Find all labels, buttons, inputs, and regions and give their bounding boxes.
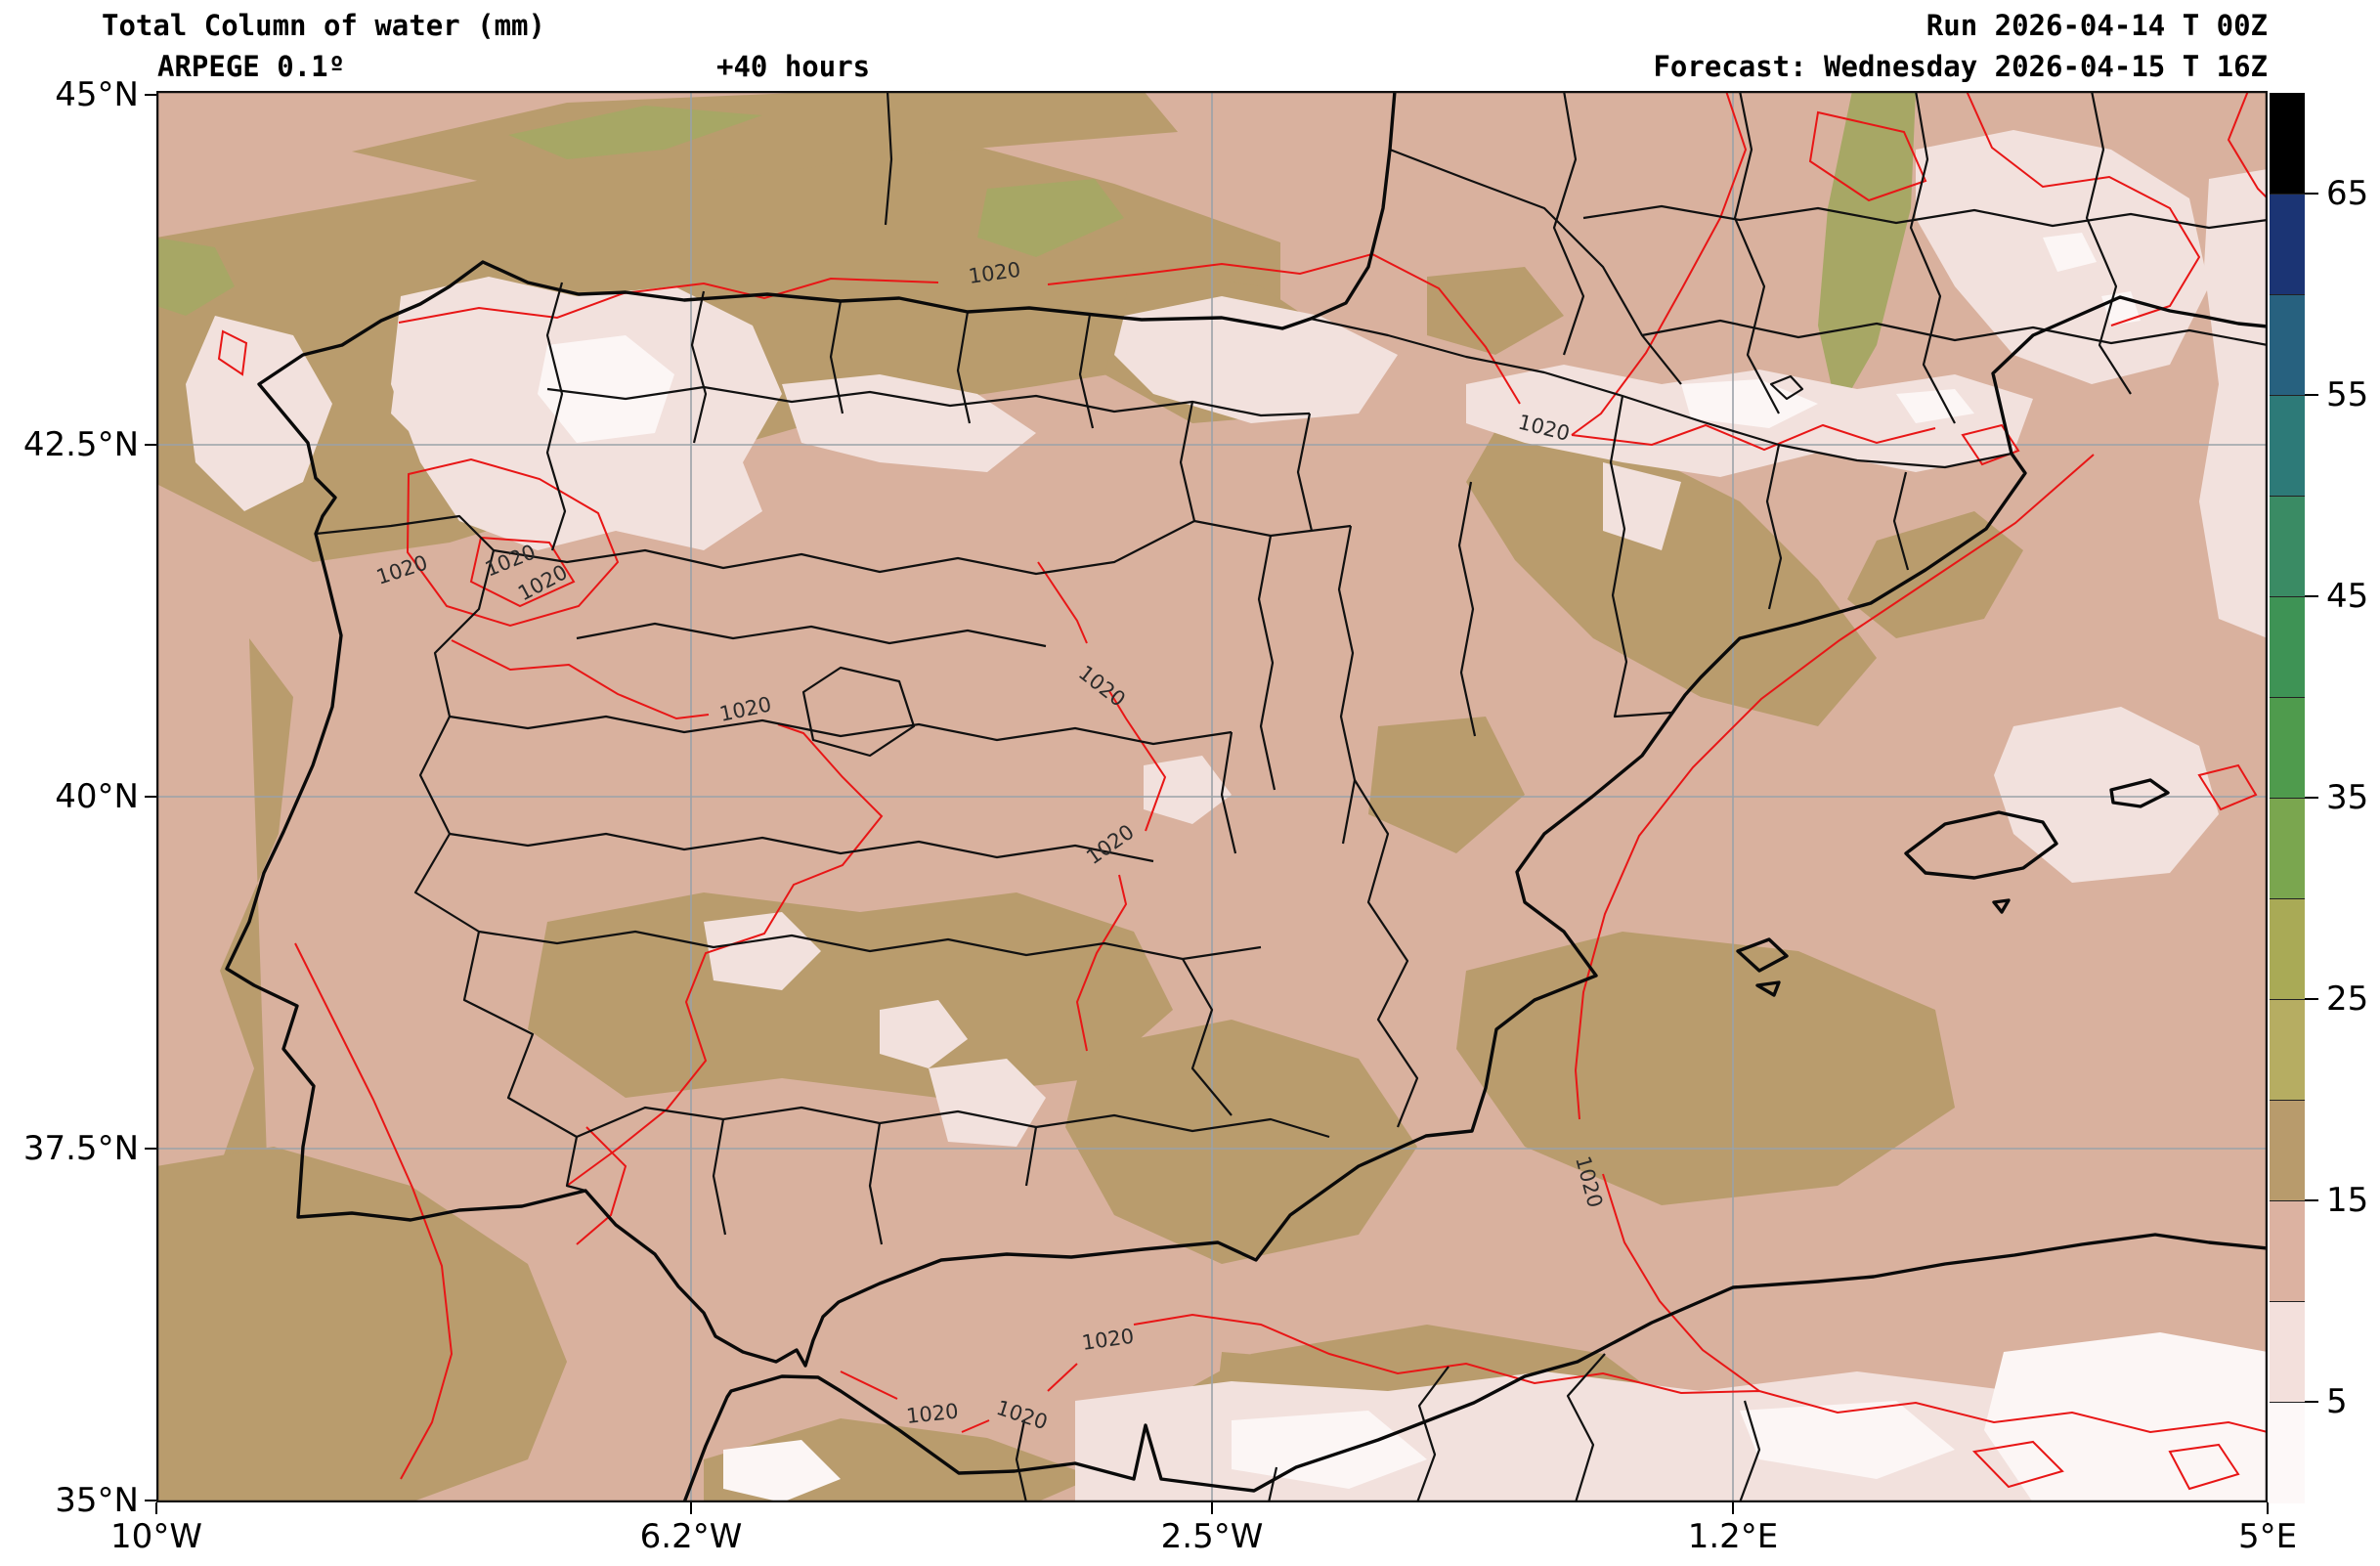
colorbar-segment [2270,898,2305,1000]
colorbar-segment [2270,596,2305,698]
colorbar-tick-65: 65 [2326,174,2369,213]
colorbar-tickmark [2305,998,2318,1000]
lon-tick-5e: 5°E [2237,1517,2298,1556]
colorbar-segment [2270,798,2305,899]
iberia-weather-map: 1020 1020 1020 1020 1020 1020 1020 1020 … [156,91,2268,1502]
lat-tickmark [145,796,156,798]
colorbar-tickmark [2305,394,2318,396]
colorbar: 65 55 45 35 25 15 5 [2270,93,2368,1503]
colorbar-segment [2270,1301,2305,1403]
gridlines [156,91,2268,1502]
lon-tickmark [155,1502,157,1514]
lat-tick-42-5: 42.5°N [22,425,139,464]
colorbar-segment [2270,1402,2305,1503]
colorbar-tick-55: 55 [2326,375,2369,414]
forecast-label: Forecast: Wednesday 2026-04-15 T 16Z [1653,50,2268,83]
colorbar-tickmark [2305,193,2318,195]
colorbar-tick-15: 15 [2326,1181,2369,1220]
lat-tick-40: 40°N [55,777,139,816]
colorbar-segment [2270,294,2305,396]
lon-tickmark [1732,1502,1734,1514]
isobar-contours [217,91,2268,1491]
lon-tickmark [1211,1502,1213,1514]
lat-tickmark [145,1148,156,1150]
isobar-value-label: 1020 [905,1400,960,1428]
lon-tickmark [2267,1502,2269,1514]
colorbar-segment [2270,1100,2305,1201]
lat-tickmark [145,94,156,96]
model-label: ARPEGE 0.1º [157,50,346,83]
colorbar-tickmark [2305,797,2318,799]
lat-tick-37-5: 37.5°N [22,1129,139,1168]
lat-tickmark [145,1500,156,1501]
map-plot-area: 1020 1020 1020 1020 1020 1020 1020 1020 … [156,91,2268,1502]
map-frame [156,91,2268,1502]
lead-time-label: +40 hours [716,50,871,83]
lon-tick-10w: 10°W [110,1517,202,1556]
colorbar-segment [2270,999,2305,1101]
colorbar-tick-5: 5 [2326,1382,2348,1421]
province-borders [315,91,2268,1502]
colorbar-tick-45: 45 [2326,577,2369,616]
colorbar-tick-25: 25 [2326,979,2369,1019]
lat-tickmark [145,444,156,446]
lon-tick-1-2e: 1.2°E [1687,1517,1779,1556]
lon-tick-6-2w: 6.2°W [639,1517,743,1556]
lat-tick-45: 45°N [55,75,139,114]
colorbar-segment [2270,194,2305,295]
fill-white-0-5 [538,233,2268,1502]
colorbar-segment [2270,1200,2305,1302]
colorbar-segment [2270,697,2305,799]
colorbar-segment [2270,395,2305,497]
colorbar-tick-35: 35 [2326,778,2369,817]
lon-tickmark [690,1502,692,1514]
colorbar-tickmark [2305,595,2318,597]
page-title: Total Column of water (mm) [102,9,545,42]
coastline [225,91,2268,1502]
lat-tick-35: 35°N [55,1481,139,1520]
run-label: Run 2026-04-14 T 00Z [1926,9,2268,42]
colorbar-segment [2270,496,2305,597]
lon-tick-2-5w: 2.5°W [1160,1517,1264,1556]
fill-olive-25-30 [156,91,1916,413]
colorbar-tickmark [2305,1199,2318,1201]
colorbar-tickmark [2305,1401,2318,1403]
colorbar-segment [2270,93,2305,194]
